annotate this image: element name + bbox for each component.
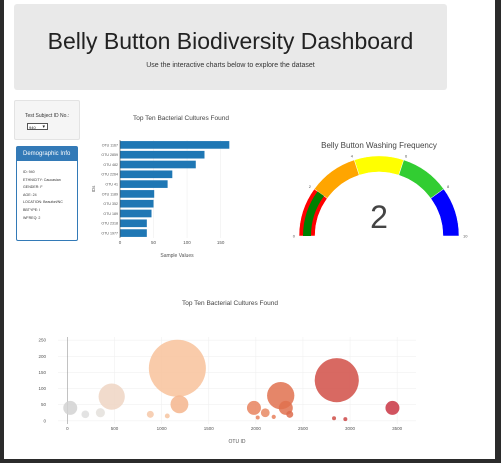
bubble-point <box>164 413 170 419</box>
demo-row-age: AGE: 24 <box>23 192 37 197</box>
gauge-band <box>313 159 360 199</box>
bar <box>120 180 168 188</box>
demographic-panel: Demographic Info ID: 940 ETHNICITY: Cauc… <box>16 146 78 241</box>
bar <box>120 141 230 149</box>
gauge-tick-label: 2 <box>309 184 312 189</box>
gauge-tick-label: 6 <box>405 154 408 159</box>
bar-chart-svg: Top Ten Bacterial Cultures Found 0 50 100 15… <box>91 115 230 259</box>
bar-x-tick-label: 50 <box>151 240 157 245</box>
bar-x-tick-label: 100 <box>183 240 191 245</box>
demo-row-location: LOCATION: Beaufort/NC <box>23 200 63 205</box>
bubble-x-tick-label: 3500 <box>392 426 403 431</box>
page: Belly Button Biodiversity Dashboard Use … <box>4 0 495 459</box>
bubble-y-tick-label: 200 <box>38 354 46 359</box>
subject-selector-label: Test Subject ID No.: <box>25 113 70 119</box>
bubble-point <box>314 358 359 403</box>
demographic-panel-body: ID: 940 ETHNICITY: Caucasian GENDER: F A… <box>17 161 77 222</box>
bar-y-tick-label: OTU 1167 <box>102 143 118 147</box>
bubble-y-tick-label: 50 <box>41 402 47 407</box>
bubble-chart-title: Top Ten Bacterial Cultures Found <box>182 300 278 307</box>
bar-x-axis-title: Sample Values <box>160 253 194 259</box>
chevron-down-icon: ▾ <box>42 124 45 130</box>
subject-id-select[interactable]: 940 ▾ <box>27 123 48 130</box>
bubble-chart: Top Ten Bacterial Cultures Found 0 50 100 15… <box>30 295 420 455</box>
gauge-tick-label: 10 <box>463 234 468 239</box>
gauge-chart: Belly Button Washing Frequency 0 2 4 6 8 10 2 <box>284 135 474 245</box>
bubble-x-tick-label: 500 <box>111 426 119 431</box>
bar-y-tick-label: OTU 189 <box>103 212 118 216</box>
bar <box>120 160 196 169</box>
bubble-point <box>255 415 260 420</box>
subject-selector-panel: Test Subject ID No.: 940 ▾ <box>14 100 80 140</box>
bar <box>120 199 154 208</box>
bar-y-tick-label: OTU 2859 <box>101 153 118 157</box>
bar-chart-title: Top Ten Bacterial Cultures Found <box>133 115 229 122</box>
bar-x-tick-label: 0 <box>119 240 122 245</box>
bubble-y-tick-label: 0 <box>43 418 46 423</box>
demo-row-id: ID: 940 <box>23 170 35 174</box>
header-banner: Belly Button Biodiversity Dashboard Use … <box>14 4 447 90</box>
gauge-value-number: 2 <box>370 199 388 235</box>
bubble-chart-svg: Top Ten Bacterial Cultures Found 0 50 100 15… <box>38 300 416 445</box>
bubble-y-tick-label: 150 <box>38 370 46 375</box>
bubble-point <box>170 395 189 414</box>
gauge-value-bar <box>303 191 324 236</box>
bar <box>120 150 205 159</box>
bar-y-tick-label: OTU 352 <box>103 202 118 206</box>
gauge-tick-label: 0 <box>293 234 296 239</box>
bar-y-tick-label: OTU 2264 <box>101 173 118 177</box>
bar-chart: Top Ten Bacterial Cultures Found 0 50 100 15… <box>86 110 244 266</box>
demo-row-gender: GENDER: F <box>23 185 43 190</box>
bar-y-tick-label: OTU 41 <box>105 183 118 187</box>
subject-id-value: 940 <box>29 125 36 130</box>
bar-y-axis-title: IDs <box>91 185 96 193</box>
bubble-x-tick-label: 3000 <box>345 426 356 431</box>
bubble-point <box>271 414 276 420</box>
bubble-y-tick-label: 100 <box>38 386 46 391</box>
bar-y-tick-label: OTU 482 <box>103 163 118 167</box>
bubble-x-tick-label: 2000 <box>251 426 262 431</box>
bubble-point <box>332 416 337 421</box>
bubble-point <box>343 417 348 422</box>
bubble-y-tick-label: 250 <box>38 338 46 343</box>
gauge-band <box>353 155 405 176</box>
gauge-chart-svg: Belly Button Washing Frequency 0 2 4 6 8 10 2 <box>293 141 468 239</box>
gauge-title: Belly Button Washing Frequency <box>321 141 437 150</box>
bar-y-tick-label: OTU 1189 <box>102 192 118 196</box>
bubble-point <box>95 408 105 418</box>
bar <box>120 170 173 179</box>
page-subtitle: Use the interactive charts below to expl… <box>146 62 315 69</box>
bubble-x-tick-label: 2500 <box>298 426 309 431</box>
gauge-band <box>430 188 460 237</box>
bar-x-tick-label: 150 <box>217 240 225 245</box>
bubble-point <box>98 383 125 410</box>
bubble-point <box>63 400 78 415</box>
gauge-tick-label: 4 <box>351 154 354 159</box>
bubble-point <box>260 408 270 418</box>
bubble-point <box>286 410 294 418</box>
bar-y-tick-label: OTU 1977 <box>101 232 118 236</box>
bubble-point <box>81 410 90 419</box>
bubble-x-tick-label: 1500 <box>204 426 215 431</box>
bubble-x-tick-label: 0 <box>66 426 69 431</box>
demo-row-bbtype: BBTYPE: I <box>23 207 41 212</box>
bar-y-tick-label: OTU 2318 <box>101 222 118 226</box>
bubble-point <box>246 400 261 415</box>
gauge-tick-label: 8 <box>447 184 450 189</box>
bubble-x-tick-label: 1000 <box>157 426 168 431</box>
demo-row-wfreq: WFREQ: 2 <box>23 215 41 220</box>
bar <box>120 209 152 218</box>
demographic-panel-title: Demographic Info <box>17 147 77 161</box>
bubble-x-axis-title: OTU ID <box>229 439 246 445</box>
page-title: Belly Button Biodiversity Dashboard <box>47 28 414 54</box>
bar <box>120 190 155 198</box>
bubble-point <box>146 410 154 418</box>
bubble-point <box>385 400 400 415</box>
demo-row-ethnicity: ETHNICITY: Caucasian <box>23 177 61 182</box>
gauge-band <box>398 159 445 199</box>
bar <box>120 219 147 228</box>
bar <box>120 229 147 237</box>
bubble-point <box>148 339 206 397</box>
